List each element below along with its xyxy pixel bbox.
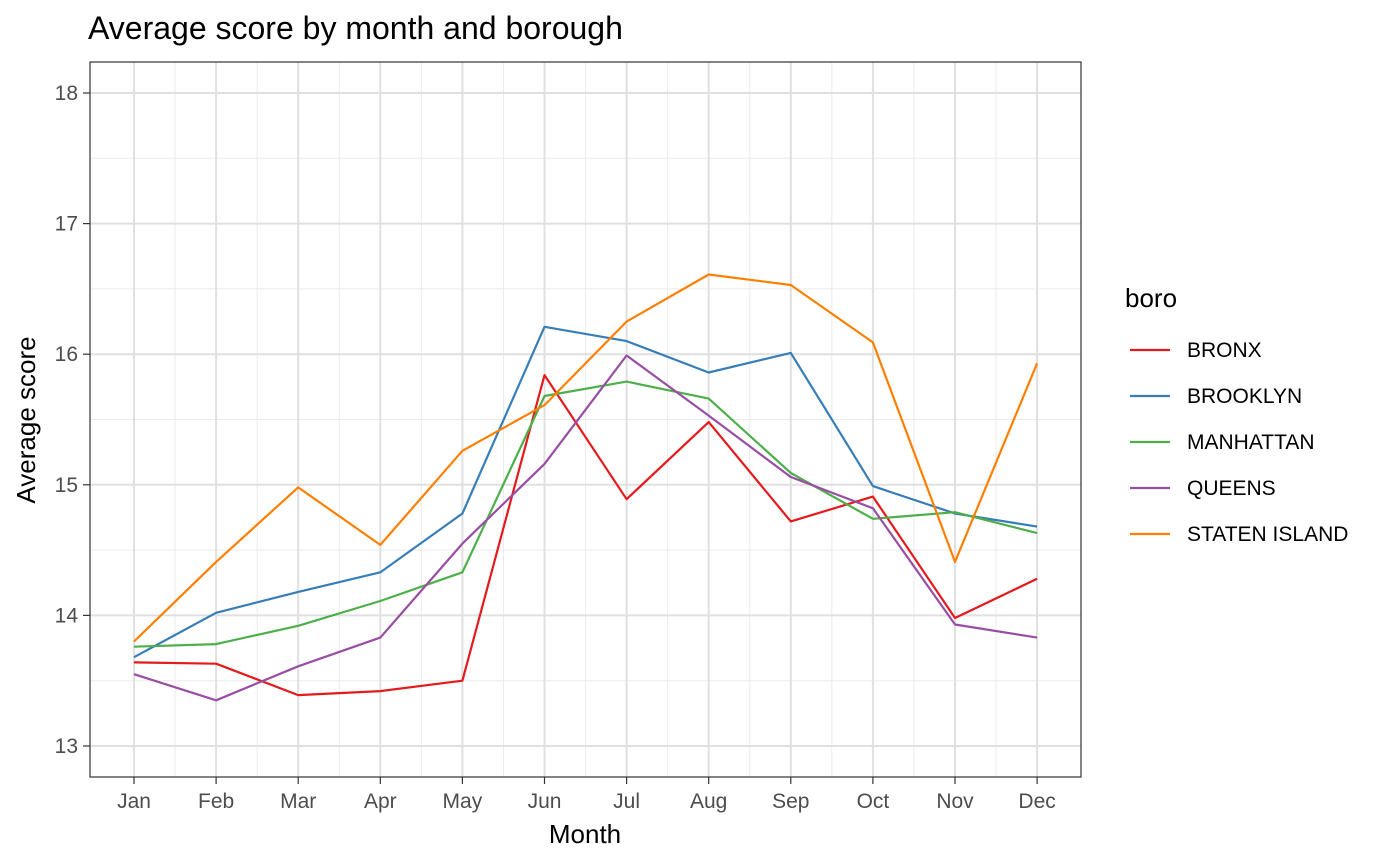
x-tick-label: Jun bbox=[528, 790, 562, 813]
grid bbox=[90, 62, 1081, 777]
legend-label: QUEENS bbox=[1187, 477, 1276, 500]
x-tick-label: Feb bbox=[198, 790, 234, 813]
legend-label: BROOKLYN bbox=[1187, 385, 1302, 408]
series-line-manhattan bbox=[133, 380, 1038, 648]
x-tick-label: Jan bbox=[117, 790, 151, 813]
x-tick-label: Sep bbox=[772, 790, 809, 813]
series-line-staten-island bbox=[133, 273, 1039, 643]
x-tick-label: Jul bbox=[613, 790, 640, 813]
x-tick-label: May bbox=[443, 790, 483, 813]
y-tick-label: 18 bbox=[55, 82, 78, 105]
y-tick-label: 15 bbox=[55, 474, 78, 497]
x-tick-label: Dec bbox=[1018, 790, 1055, 813]
y-axis: 13 14 15 16 17 18 bbox=[55, 82, 90, 758]
x-tick-label: Nov bbox=[936, 790, 974, 813]
x-axis: Jan Feb Mar Apr May Jun Jul Aug Sep Oct Nov Dec bbox=[117, 777, 1056, 813]
x-tick-label: Aug bbox=[690, 790, 727, 813]
x-axis-title: Month bbox=[549, 819, 621, 849]
series-line-brooklyn bbox=[133, 325, 1038, 659]
y-tick-label: 13 bbox=[55, 735, 78, 758]
series-line-queens bbox=[133, 354, 1038, 702]
x-tick-label: Apr bbox=[364, 790, 397, 813]
legend-label: BRONX bbox=[1187, 339, 1262, 362]
y-axis-title: Average score bbox=[11, 336, 41, 503]
panel-border bbox=[89, 61, 1082, 778]
x-tick-label: Mar bbox=[280, 790, 316, 813]
legend-label: STATEN ISLAND bbox=[1187, 523, 1348, 546]
x-tick-label: Oct bbox=[857, 790, 890, 813]
legend: boro BRONX BROOKLYN MANHATTAN QUEENS STATEN … bbox=[1125, 283, 1348, 546]
y-tick-label: 14 bbox=[55, 604, 79, 627]
series-lines bbox=[133, 273, 1039, 702]
legend-label: MANHATTAN bbox=[1187, 431, 1315, 454]
y-tick-label: 16 bbox=[55, 343, 78, 366]
chart-title: Average score by month and borough bbox=[88, 10, 623, 46]
y-tick-label: 17 bbox=[55, 213, 78, 236]
legend-title: boro bbox=[1125, 283, 1177, 313]
